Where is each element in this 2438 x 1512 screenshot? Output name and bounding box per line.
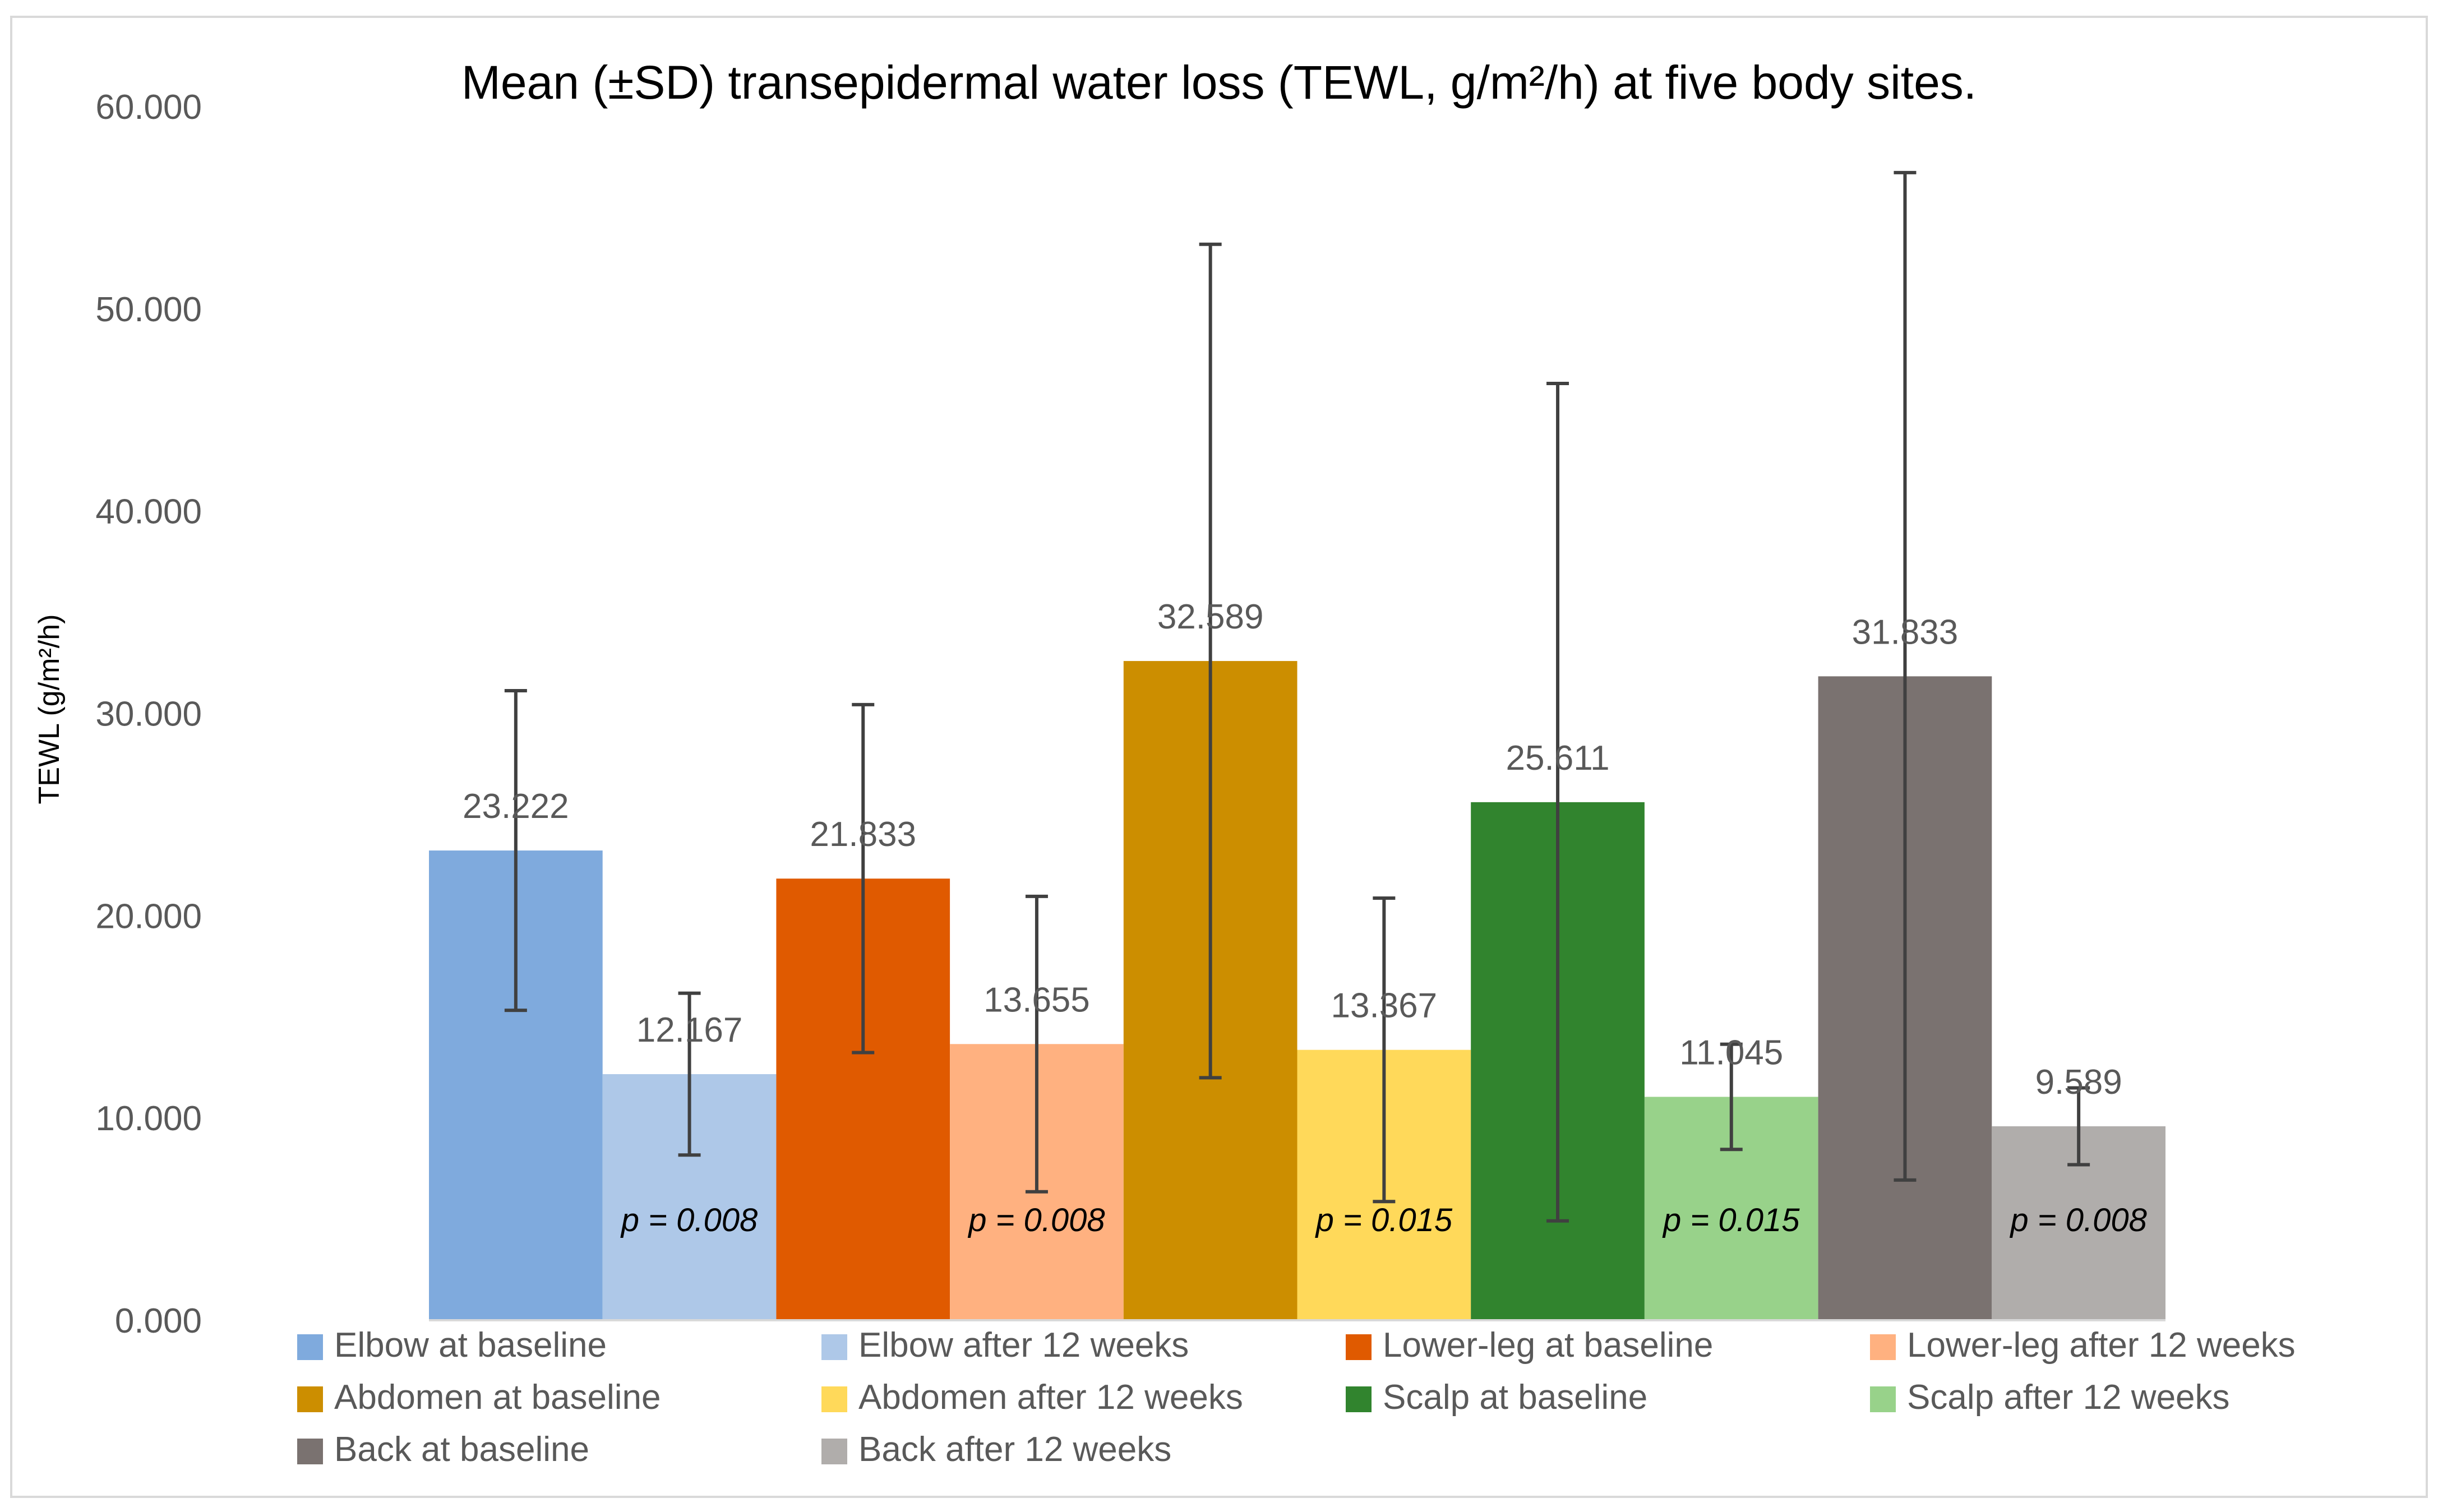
y-axis-label: TEWL (g/m²/h) <box>33 614 66 804</box>
p-value-label: p = 0.015 <box>1662 1202 1800 1238</box>
data-label: 12.167 <box>636 1011 743 1049</box>
legend-label: Scalp at baseline <box>1383 1378 1647 1417</box>
y-tick-label: 0.000 <box>115 1302 202 1340</box>
data-label: 32.589 <box>1157 598 1264 636</box>
error-bars-group <box>504 170 2090 1223</box>
legend-swatch <box>297 1334 323 1360</box>
p-value-label: p = 0.008 <box>620 1202 758 1238</box>
legend-label: Abdomen after 12 weeks <box>858 1378 1243 1417</box>
p-value-label: p = 0.008 <box>967 1202 1105 1238</box>
y-tick-label: 50.000 <box>95 290 202 329</box>
legend-swatch <box>297 1386 323 1412</box>
legend-label: Scalp after 12 weeks <box>1907 1378 2230 1417</box>
legend-label: Lower-leg after 12 weeks <box>1907 1326 2296 1365</box>
y-tick-label: 20.000 <box>95 897 202 936</box>
value-labels-group: 23.222 12.167 21.833 13.655 32.589 13.367 25.6… <box>463 598 2122 1102</box>
y-axis-ticks: 0.000 10.000 20.000 30.000 40.000 50.000 60.00… <box>95 88 202 1340</box>
data-label: 13.655 <box>983 981 1090 1019</box>
data-label: 31.833 <box>1852 613 1959 651</box>
legend-label: Back at baseline <box>334 1430 589 1469</box>
legend-swatch <box>1346 1334 1372 1360</box>
p-value-label: p = 0.008 <box>2009 1202 2147 1238</box>
legend-swatch <box>1870 1386 1896 1412</box>
y-tick-label: 40.000 <box>95 493 202 531</box>
y-tick-label: 30.000 <box>95 695 202 734</box>
data-label: 13.367 <box>1331 987 1438 1025</box>
legend-swatch <box>1346 1386 1372 1412</box>
chart-title: Mean (±SD) transepidermal water loss (TE… <box>461 56 1977 109</box>
data-label: 23.222 <box>463 787 569 826</box>
data-label: 25.611 <box>1506 739 1610 778</box>
y-tick-label: 60.000 <box>95 88 202 127</box>
legend-label: Elbow after 12 weeks <box>858 1326 1189 1365</box>
legend-swatch <box>297 1439 323 1464</box>
legend-swatch <box>821 1386 847 1412</box>
legend-label: Abdomen at baseline <box>334 1378 661 1417</box>
y-tick-label: 10.000 <box>95 1099 202 1138</box>
data-label: 21.833 <box>810 815 916 854</box>
legend-label: Elbow at baseline <box>334 1326 607 1365</box>
legend-swatch <box>821 1334 847 1360</box>
legend: Elbow at baseline Elbow after 12 weeks Low… <box>297 1326 2296 1469</box>
data-label: 9.589 <box>2035 1063 2122 1102</box>
legend-swatch <box>821 1439 847 1464</box>
legend-label: Lower-leg at baseline <box>1383 1326 1713 1365</box>
legend-label: Back after 12 weeks <box>858 1430 1171 1469</box>
p-value-labels-group: p = 0.008 p = 0.008 p = 0.015 p = 0.015 p = … <box>620 1202 2147 1238</box>
p-value-label: p = 0.015 <box>1315 1202 1453 1238</box>
legend-swatch <box>1870 1334 1896 1360</box>
data-label: 11.045 <box>1679 1033 1783 1072</box>
